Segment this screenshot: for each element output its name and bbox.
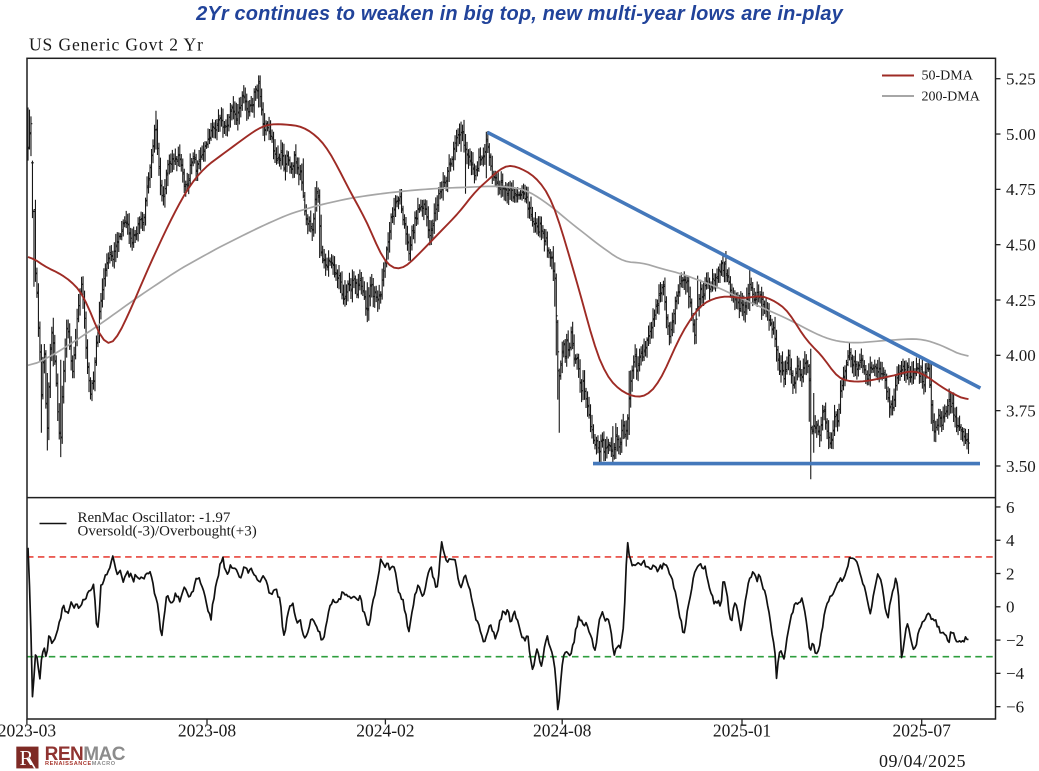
svg-text:0: 0 bbox=[1006, 598, 1015, 617]
svg-text:50-DMA: 50-DMA bbox=[922, 69, 974, 84]
svg-text:2024-02: 2024-02 bbox=[356, 721, 414, 741]
svg-text:5.00: 5.00 bbox=[1006, 125, 1036, 144]
svg-text:2023-03: 2023-03 bbox=[0, 721, 56, 741]
svg-text:2023-08: 2023-08 bbox=[178, 721, 237, 741]
svg-text:Oversold(-3)/Overbought(+3): Oversold(-3)/Overbought(+3) bbox=[78, 524, 257, 540]
svg-text:4.25: 4.25 bbox=[1006, 291, 1036, 310]
svg-text:2025-07: 2025-07 bbox=[893, 721, 952, 741]
svg-text:US Generic Govt 2 Yr: US Generic Govt 2 Yr bbox=[29, 35, 204, 55]
svg-text:2: 2 bbox=[1006, 564, 1015, 583]
svg-text:−6: −6 bbox=[1006, 697, 1024, 716]
svg-text:3.75: 3.75 bbox=[1006, 401, 1036, 420]
svg-text:4: 4 bbox=[1006, 531, 1015, 550]
svg-text:200-DMA: 200-DMA bbox=[922, 90, 981, 105]
svg-text:−4: −4 bbox=[1006, 664, 1025, 683]
svg-text:2025-01: 2025-01 bbox=[713, 721, 771, 741]
svg-text:4.75: 4.75 bbox=[1006, 180, 1036, 199]
svg-text:2024-08: 2024-08 bbox=[533, 721, 592, 741]
svg-text:RenMac Oscillator: -1.97: RenMac Oscillator: -1.97 bbox=[78, 510, 231, 526]
svg-text:6: 6 bbox=[1006, 498, 1015, 517]
svg-text:−2: −2 bbox=[1006, 631, 1024, 650]
svg-text:4.00: 4.00 bbox=[1006, 346, 1036, 365]
svg-text:R: R bbox=[20, 746, 34, 770]
svg-text:09/04/2025: 09/04/2025 bbox=[879, 751, 966, 771]
svg-text:3.50: 3.50 bbox=[1006, 457, 1036, 476]
svg-text:4.50: 4.50 bbox=[1006, 235, 1036, 254]
svg-text:5.25: 5.25 bbox=[1006, 70, 1036, 89]
